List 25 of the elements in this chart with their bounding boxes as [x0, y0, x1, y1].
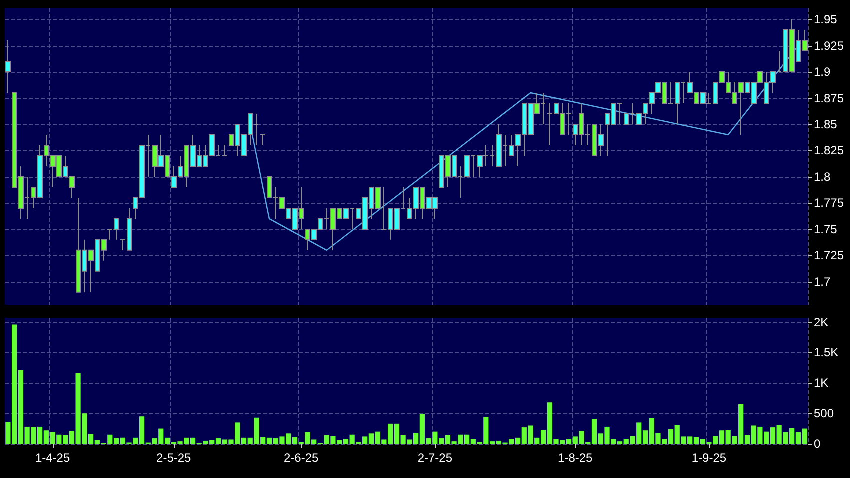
- y-tick-label: 0: [814, 437, 821, 451]
- y-tick-label: 2K: [814, 315, 829, 330]
- candlestick: [260, 134, 266, 146]
- x-tick-label: 1-9-25: [692, 451, 727, 465]
- x-tick-label: 1-4-25: [35, 451, 70, 465]
- x-tick-label: 1-8-25: [558, 451, 594, 465]
- y-tick-label: 1.8: [814, 170, 832, 184]
- y-tick-label: 1.5K: [814, 346, 839, 360]
- y-tick-label: 1.7: [814, 274, 832, 289]
- y-tick-label: 500: [814, 406, 834, 421]
- y-tick-label: 1.875: [814, 91, 844, 106]
- y-tick-label: 1.95: [814, 12, 838, 27]
- y-tick-label: 1K: [814, 376, 829, 390]
- y-tick-label: 1.825: [814, 144, 844, 158]
- x-tick-label: 2-6-25: [284, 451, 320, 465]
- y-tick-label: 1.725: [814, 248, 844, 263]
- y-tick-label: 1.775: [814, 196, 844, 210]
- x-tick-label: 2-7-25: [418, 451, 453, 465]
- y-tick-label: 1.9: [814, 65, 832, 80]
- y-tick-label: 1.85: [814, 117, 838, 132]
- candlestick: [222, 144, 228, 156]
- candlestick: [5, 40, 11, 94]
- x-tick-label: 2-5-25: [156, 451, 192, 465]
- y-tick-label: 1.925: [814, 38, 844, 53]
- y-tick-label: 1.75: [814, 222, 838, 236]
